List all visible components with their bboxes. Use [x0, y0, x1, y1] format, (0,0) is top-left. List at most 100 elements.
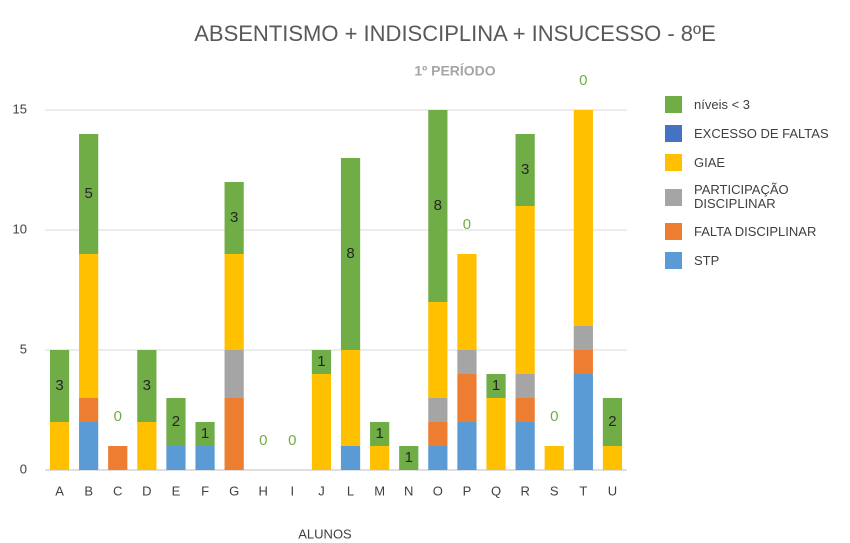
data-label: 0	[114, 408, 122, 425]
data-label: 0	[550, 408, 558, 425]
data-label: 2	[172, 413, 180, 430]
x-tick-label: D	[142, 483, 151, 498]
x-tick-label: J	[318, 483, 325, 498]
legend-label: PARTICIPAÇÃO DISCIPLINAR	[694, 182, 789, 211]
x-tick-label: L	[347, 483, 354, 498]
bar-segment	[224, 254, 244, 350]
bar-segment	[49, 422, 70, 470]
bar-segment	[340, 158, 361, 350]
data-label: 2	[608, 413, 616, 430]
legend-swatch	[665, 96, 682, 113]
bar-segment	[340, 446, 361, 470]
bar-segment	[137, 422, 157, 470]
y-tick-label: 0	[20, 461, 27, 476]
bar-segment	[311, 350, 332, 374]
legend-label: EXCESSO DE FALTAS	[694, 125, 829, 141]
bar-segment	[195, 422, 215, 446]
data-label: 0	[288, 432, 296, 449]
data-label: 1	[405, 449, 413, 466]
data-label: 1	[201, 425, 209, 442]
y-tick-label: 5	[20, 341, 27, 356]
x-tick-label: U	[608, 483, 617, 498]
x-tick-label: R	[520, 483, 529, 498]
legend-item: GIAE	[665, 154, 850, 171]
data-label: 1	[317, 353, 325, 370]
bar-segment	[457, 254, 477, 350]
bar-segment	[457, 350, 477, 374]
bar-segment	[428, 422, 448, 446]
legend-label: níveis < 3	[694, 96, 751, 112]
x-tick-label: I	[291, 483, 295, 498]
chart-title: ABSENTISMO + INDISCIPLINA + INSUCESSO - …	[194, 21, 716, 46]
bar-segment	[137, 350, 157, 422]
bar-segment	[79, 398, 99, 422]
bar-segment	[49, 350, 70, 422]
bar-segment	[370, 422, 390, 446]
x-tick-label: Q	[491, 483, 501, 498]
bar-segment	[428, 398, 448, 422]
bar-segment	[573, 374, 593, 470]
bar-segment	[486, 398, 506, 470]
bar-segment	[457, 422, 477, 470]
x-tick-label: G	[229, 483, 239, 498]
legend-label: FALTA DISCIPLINAR	[694, 223, 817, 239]
legend-item: EXCESSO DE FALTAS	[665, 125, 850, 142]
bar-segment	[515, 398, 535, 422]
bar-segment	[166, 446, 186, 470]
data-label: 3	[230, 209, 238, 226]
legend-swatch	[665, 154, 682, 171]
legend-swatch	[665, 252, 682, 269]
bar-segment	[79, 134, 99, 254]
legend-item: níveis < 3	[665, 96, 850, 113]
x-tick-label: T	[579, 483, 587, 498]
x-tick-label: P	[463, 483, 472, 498]
bar-segment	[573, 110, 593, 326]
x-axis-label: ALUNOS	[298, 526, 352, 541]
bar-segment	[515, 206, 535, 374]
data-label: 1	[375, 425, 383, 442]
x-tick-label: H	[259, 483, 268, 498]
bar-segment	[340, 350, 361, 446]
x-tick-label: S	[550, 483, 559, 498]
bar-segment	[515, 374, 535, 398]
data-label: 3	[521, 161, 529, 178]
x-tick-label: N	[404, 483, 413, 498]
bar-segment	[515, 422, 535, 470]
x-tick-label: M	[374, 483, 385, 498]
bar-segment	[166, 398, 186, 446]
data-label: 0	[579, 72, 587, 89]
bar-segment	[370, 446, 390, 470]
x-tick-label: O	[433, 483, 443, 498]
bar-segment	[457, 374, 477, 422]
legend-swatch	[665, 188, 682, 206]
bar-segment	[515, 134, 535, 206]
data-label: 5	[84, 185, 92, 202]
x-tick-label: E	[172, 483, 181, 498]
data-label: 0	[463, 216, 471, 233]
bar-segment	[428, 302, 448, 398]
bar-segment	[573, 350, 593, 374]
bar-segment	[399, 446, 419, 470]
legend-item: FALTA DISCIPLINAR	[665, 223, 850, 240]
bar-segment	[602, 446, 623, 470]
bar-segment	[224, 182, 244, 254]
bar-segment	[195, 446, 215, 470]
legend-item: STP	[665, 252, 850, 269]
bar-segment	[428, 446, 448, 470]
bar-segment	[311, 374, 332, 470]
data-label: 3	[55, 377, 63, 394]
bar-segment	[428, 110, 448, 302]
legend-swatch	[665, 125, 682, 142]
bar-segment	[79, 254, 99, 398]
bar-segment	[224, 350, 244, 398]
bar-segment	[224, 398, 244, 470]
x-tick-label: C	[113, 483, 122, 498]
x-tick-label: A	[55, 483, 64, 498]
y-tick-label: 10	[13, 221, 27, 236]
bar-segment	[79, 422, 99, 470]
data-label: 8	[434, 197, 442, 214]
x-tick-label: F	[201, 483, 209, 498]
data-label: 0	[259, 432, 267, 449]
x-tick-label: B	[84, 483, 93, 498]
